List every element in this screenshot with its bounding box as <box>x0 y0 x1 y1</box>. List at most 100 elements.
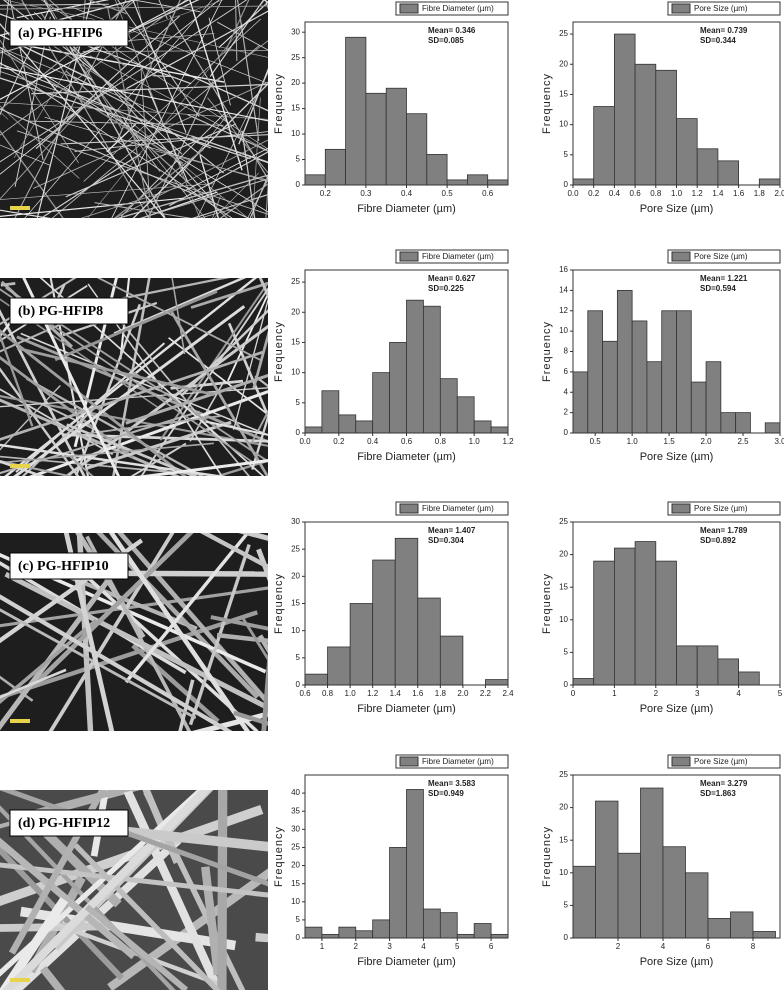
y-tick-label: 20 <box>559 550 568 559</box>
x-tick-label: 6 <box>489 942 494 951</box>
x-tick-label: 1.0 <box>345 689 357 698</box>
bar <box>720 412 737 434</box>
x-tick-label: 3 <box>387 942 392 951</box>
x-tick-label: 0.6 <box>299 689 311 698</box>
fibre <box>39 965 66 990</box>
bar <box>304 174 326 186</box>
bar <box>321 933 340 939</box>
bar <box>738 671 760 686</box>
bar <box>696 148 719 186</box>
x-tick-label: 1.5 <box>664 437 676 446</box>
y-tick-label: 10 <box>559 868 568 877</box>
bar <box>372 372 390 434</box>
bar <box>595 800 619 939</box>
bar <box>640 787 664 939</box>
legend-box <box>395 754 509 769</box>
fibre <box>80 185 182 218</box>
fibre <box>212 196 221 218</box>
mean-annotation: Mean= 1.221 <box>700 274 748 283</box>
y-tick-label: 0 <box>296 680 301 689</box>
bar <box>487 179 509 186</box>
fibre <box>52 23 216 205</box>
y-tick-label: 5 <box>296 155 301 164</box>
y-tick-label: 20 <box>559 59 568 68</box>
plot-frame <box>572 774 781 939</box>
sem-image: (d) PG-HFIP12 <box>0 790 268 990</box>
legend-swatch <box>399 756 419 767</box>
legend-box <box>667 249 781 264</box>
bar <box>304 426 323 434</box>
fibre <box>0 491 211 511</box>
fibre <box>0 108 250 218</box>
bar <box>616 289 633 434</box>
bar <box>365 92 387 186</box>
bar <box>685 872 709 939</box>
bar <box>690 381 707 434</box>
fibre <box>158 0 168 20</box>
sem-image: (b) PG-HFIP8 <box>0 278 268 511</box>
y-tick-label: 0 <box>564 180 569 189</box>
bar <box>617 852 641 939</box>
fibre <box>117 0 200 117</box>
fibre <box>0 71 268 163</box>
x-tick-label: 0.2 <box>333 437 345 446</box>
fibre <box>4 741 325 778</box>
bar <box>355 420 374 434</box>
bar <box>439 912 458 939</box>
y-tick-label: 10 <box>559 326 568 335</box>
fibre <box>0 183 215 200</box>
legend-label: Pore Size (µm) <box>694 252 748 261</box>
mean-annotation: Mean= 3.583 <box>428 779 476 788</box>
legend-label: Fibre Diameter (µm) <box>422 757 494 766</box>
fibre <box>170 311 268 476</box>
x-tick-label: 5 <box>778 689 783 698</box>
fibre <box>257 634 268 654</box>
sd-annotation: SD=0.304 <box>428 536 464 545</box>
x-axis-label: Fibre Diameter (µm) <box>357 703 456 715</box>
x-axis-label: Pore Size (µm) <box>640 703 714 715</box>
fibre <box>0 897 69 990</box>
fibre <box>152 74 171 78</box>
bar <box>758 178 781 186</box>
panel-label: (c) PG-HFIP10 <box>18 559 109 574</box>
fibre <box>140 68 150 197</box>
x-tick-label: 2.4 <box>502 689 514 698</box>
fibre <box>126 10 268 90</box>
legend-swatch <box>671 503 691 514</box>
bar <box>406 789 424 939</box>
y-tick-label: 20 <box>291 571 300 580</box>
bar <box>338 414 357 434</box>
x-tick-label: 1.4 <box>712 189 724 198</box>
fibre <box>40 0 268 150</box>
bar <box>485 679 509 686</box>
fibre <box>178 679 195 731</box>
fibre <box>0 594 233 731</box>
fibre <box>219 183 268 218</box>
mean-annotation: Mean= 1.407 <box>428 526 476 535</box>
fibre <box>96 533 260 699</box>
y-tick-label: 10 <box>291 129 300 138</box>
y-axis-label: Frequency <box>273 321 285 382</box>
y-tick-label: 20 <box>291 78 300 87</box>
x-tick-label: 0.2 <box>588 189 600 198</box>
fibre <box>0 3 109 6</box>
y-tick-label: 25 <box>291 53 300 62</box>
bar <box>389 847 407 939</box>
sd-annotation: SD=0.225 <box>428 284 464 293</box>
x-tick-label: 0.6 <box>630 189 642 198</box>
label-box <box>9 19 129 47</box>
bar <box>614 33 636 186</box>
bar <box>345 36 367 186</box>
fibre <box>221 728 328 784</box>
fibre <box>208 17 231 106</box>
scale-bar <box>10 206 30 210</box>
fibre <box>159 283 268 441</box>
fibre <box>36 0 92 218</box>
x-tick-label: 1.2 <box>692 189 704 198</box>
fibre <box>122 117 141 142</box>
x-tick-label: 2.0 <box>701 437 713 446</box>
fibre <box>189 0 243 171</box>
fibre <box>124 533 250 684</box>
sd-annotation: SD=0.892 <box>700 536 736 545</box>
bar <box>394 537 419 686</box>
